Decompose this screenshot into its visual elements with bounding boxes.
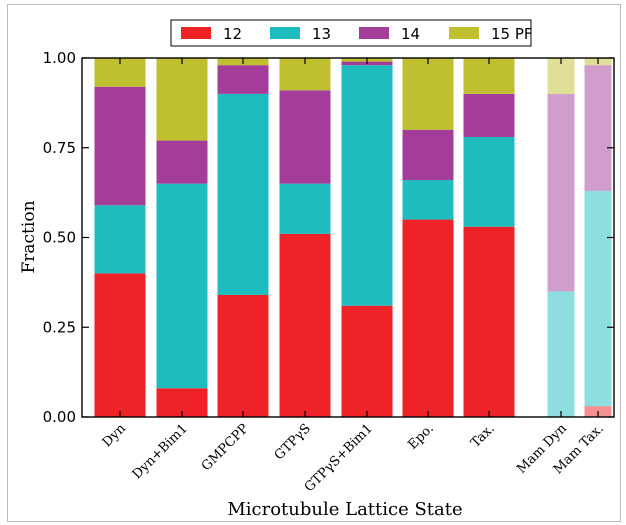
- y-tick-label: 0.50: [43, 229, 76, 247]
- legend-swatch: [449, 27, 479, 39]
- y-axis-label: Fraction: [19, 200, 39, 273]
- figure-frame: [7, 4, 621, 522]
- x-tick-label: Dyn+Bim1: [130, 421, 191, 482]
- y-tick-label: 0.00: [43, 408, 76, 426]
- bar-segment: [156, 183, 208, 389]
- legend-swatch: [359, 27, 389, 39]
- legend-label: 15 PF: [491, 25, 533, 43]
- x-tick-label: Dyn: [100, 421, 130, 451]
- bar-segment: [402, 58, 454, 130]
- bar-segment: [156, 58, 208, 141]
- legend-swatch: [181, 27, 211, 39]
- y-tick-label: 0.25: [43, 318, 76, 336]
- bar-segment: [217, 294, 269, 417]
- bar-segment: [547, 93, 575, 292]
- bar-segment: [341, 305, 393, 417]
- legend-label: 14: [401, 25, 420, 43]
- bar-segment: [402, 219, 454, 417]
- y-tick-label: 1.00: [43, 49, 76, 67]
- legend-label: 13: [312, 25, 331, 43]
- bar-segment: [463, 226, 515, 417]
- bar-segment: [402, 180, 454, 220]
- bar-segment: [94, 273, 146, 417]
- bar-segment: [217, 93, 269, 295]
- bar-segment: [463, 93, 515, 137]
- y-tick-label: 0.75: [43, 139, 76, 157]
- bar-segment: [279, 183, 331, 234]
- bar-segment: [94, 205, 146, 274]
- legend-swatch: [270, 27, 300, 39]
- x-tick-label: Tax.: [468, 421, 498, 451]
- x-tick-label: GMPCPP: [199, 421, 252, 474]
- bar-segment: [547, 291, 575, 417]
- x-tick-label: GTPγS: [272, 421, 314, 463]
- legend: 12 13 14 15 PF: [170, 19, 533, 47]
- bar-segment: [94, 86, 146, 206]
- bar-segment: [584, 190, 612, 407]
- bars-layer: [94, 58, 612, 417]
- bar-segment: [217, 65, 269, 94]
- x-axis-label: Microtubule Lattice State: [227, 499, 462, 520]
- x-tick-label: Epo.: [405, 421, 436, 452]
- bar-segment: [279, 90, 331, 184]
- bar-segment: [584, 65, 612, 191]
- bar-segment: [156, 140, 208, 184]
- y-axis: 0.00 0.25 0.50 0.75 1.00: [43, 49, 614, 426]
- bar-segment: [402, 129, 454, 181]
- legend-label: 12: [223, 25, 242, 43]
- bar-segment: [279, 233, 331, 417]
- bar-segment: [341, 65, 393, 306]
- bar-segment: [463, 136, 515, 227]
